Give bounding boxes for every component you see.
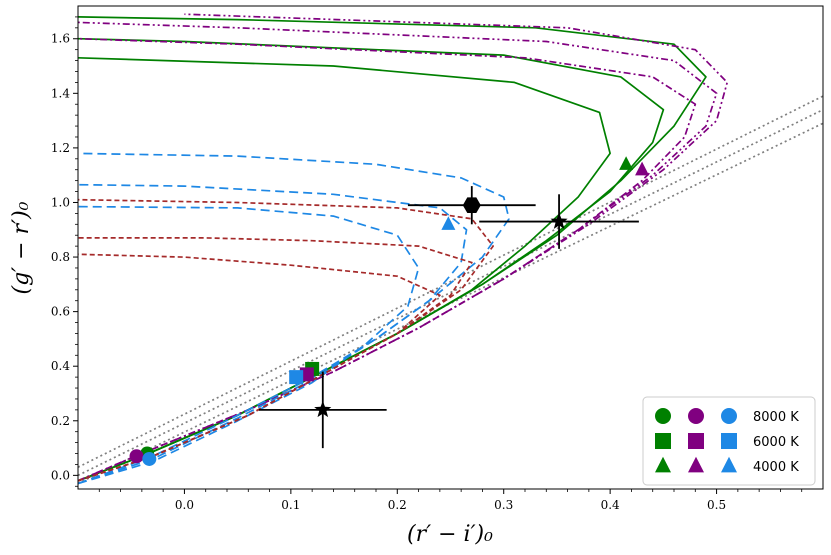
x-tick-label: 0.2 [388, 498, 407, 512]
x-tick-label: 0.0 [175, 498, 194, 512]
series-line-green-1 [78, 16, 707, 482]
y-tick-label: 1.4 [51, 86, 70, 100]
y-axis-label: (g′ − r′)₀ [9, 201, 34, 294]
y-tick-label: 0.4 [51, 359, 70, 373]
legend-label: 6000 K [753, 435, 799, 450]
marker-purple-square-6000K [299, 367, 314, 382]
legend-label: 4000 K [753, 460, 799, 475]
legend-triangle-2 [688, 456, 704, 473]
legend-circle-3 [721, 408, 737, 424]
series-line-blue-dashed-2 [78, 183, 468, 485]
marker-layer [129, 156, 650, 466]
x-tick-label: 0.1 [281, 498, 300, 512]
legend-square-2 [688, 433, 704, 449]
series-line-darkred-dashed-1 [78, 198, 494, 482]
marker-blue-circle-8000K [142, 451, 157, 466]
legend-circle-2 [688, 408, 704, 424]
legend-square-1 [655, 433, 671, 449]
legend-triangle-1 [655, 456, 671, 473]
x-tick-label: 0.4 [601, 498, 620, 512]
marker-blue-square-6000K [289, 370, 304, 385]
x-tick-label: 0.3 [494, 498, 513, 512]
series-line-darkred-dashed-3 [78, 253, 441, 482]
series-line-purple-dashdot-2 [78, 21, 718, 482]
point-hexagon-object [462, 197, 481, 213]
series-line-darkred-dashed-2 [78, 237, 473, 482]
axis-ticks: 0.0 0.1 0.2 0.3 0.4 0.5 0.0 0.2 0.4 0.6 0.8 1.0 1.2 1… [51, 16, 803, 512]
legend: 8000 K 6000 K 4000 K [642, 396, 816, 486]
x-axis-label: (r′ − i′)₀ [407, 522, 493, 547]
y-tick-label: 0.0 [51, 468, 70, 482]
series-line-gray-dotted-2 [78, 108, 823, 477]
legend-triangle-3 [721, 456, 737, 473]
series-line-green-2 [78, 37, 665, 482]
y-tick-label: 0.2 [51, 414, 70, 428]
series-line-green-3 [78, 56, 611, 482]
legend-label: 8000 K [753, 410, 799, 425]
marker-blue-triangle-4000K [441, 216, 456, 230]
y-tick-label: 0.6 [51, 305, 70, 319]
series-line-blue-dashed-3 [78, 205, 420, 485]
point-star-object-2 [314, 400, 332, 418]
series-layer [78, 13, 823, 485]
marker-purple-triangle-4000K [635, 161, 650, 176]
observed-points-layer [258, 186, 639, 449]
plot-frame [77, 5, 824, 490]
y-tick-label: 1.2 [51, 141, 70, 155]
series-line-blue-dashed-1 [78, 152, 510, 485]
x-tick-label: 0.5 [707, 498, 726, 512]
series-line-purple-dashdot-1 [78, 37, 697, 482]
marker-green-triangle-4000K [619, 156, 634, 170]
series-line-gray-dotted-1 [78, 95, 823, 468]
y-tick-label: 1.6 [51, 32, 70, 46]
y-tick-label: 1.0 [51, 195, 70, 209]
legend-square-3 [721, 433, 737, 449]
legend-circle-1 [655, 408, 671, 424]
marker-purple-circle-8000K [129, 449, 144, 464]
y-tick-label: 0.8 [51, 250, 70, 264]
point-star-object-1 [550, 212, 568, 229]
